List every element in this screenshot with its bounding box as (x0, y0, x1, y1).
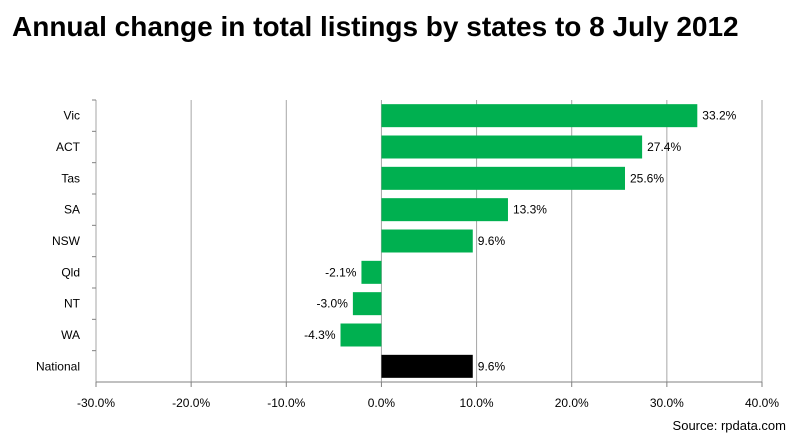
category-label: Qld (61, 265, 80, 279)
data-label: 9.6% (478, 359, 506, 373)
category-labels: Vic ACT Tas SA NSW Qld NT WA National (36, 109, 81, 374)
data-label: -4.3% (304, 328, 336, 342)
x-tick-label: -10.0% (267, 396, 305, 410)
bar (340, 323, 382, 347)
x-tick-label: 30.0% (650, 396, 684, 410)
source-note: Source: rpdata.com (672, 418, 786, 433)
bar (381, 104, 698, 128)
x-tick-label: 40.0% (745, 396, 779, 410)
category-label: ACT (56, 140, 81, 154)
x-tick-label: 0.0% (368, 396, 396, 410)
data-labels: 33.2% 27.4% 25.6% 13.3% 9.6% -2.1% -3.0% -4.3% 9… (304, 109, 737, 374)
x-tick-label: 10.0% (460, 396, 494, 410)
category-label: SA (64, 203, 80, 217)
bar (352, 292, 382, 316)
x-tick-label: -30.0% (77, 396, 115, 410)
bar (381, 166, 625, 190)
chart-title: Annual change in total listings by state… (12, 11, 739, 42)
data-label: 25.6% (630, 171, 664, 185)
category-label: Tas (61, 171, 80, 185)
bar (381, 198, 508, 222)
data-label: 27.4% (647, 140, 681, 154)
data-label: 9.6% (478, 234, 506, 248)
x-tick-label: 20.0% (555, 396, 589, 410)
category-label: Vic (64, 109, 80, 123)
bar (381, 354, 473, 378)
category-label: NSW (52, 234, 81, 248)
x-tick-label: -20.0% (172, 396, 210, 410)
x-axis: -30.0% -20.0% -10.0% 0.0% 10.0% 20.0% 30.0% 40.… (77, 99, 779, 410)
data-label: 33.2% (702, 109, 736, 123)
data-label: -3.0% (317, 297, 349, 311)
category-label: WA (61, 328, 80, 342)
bar (381, 229, 473, 253)
data-label: 13.3% (513, 203, 547, 217)
category-label: NT (64, 297, 81, 311)
data-label: -2.1% (325, 265, 357, 279)
bar (381, 135, 643, 159)
category-label: National (36, 359, 80, 373)
bar (361, 260, 382, 284)
bars (340, 104, 698, 378)
